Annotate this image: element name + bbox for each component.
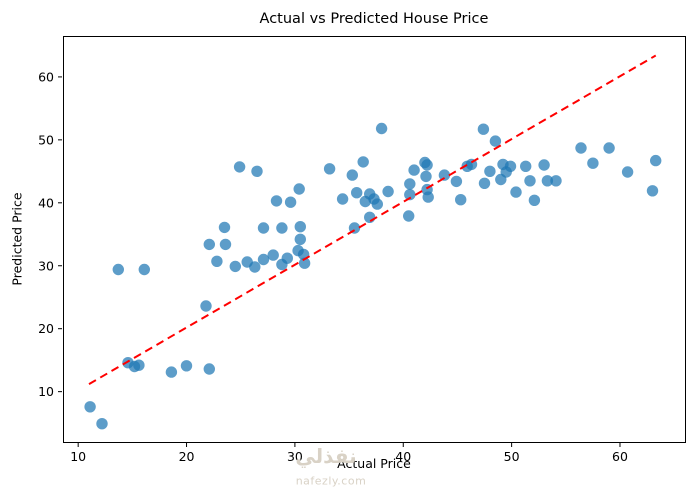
scatter-point	[371, 198, 383, 210]
scatter-point	[251, 165, 263, 177]
scatter-point	[257, 222, 270, 234]
scatter-point	[200, 300, 212, 312]
scatter-point	[478, 177, 491, 189]
x-tick-label: 10	[70, 449, 86, 464]
scatter-point	[364, 211, 376, 223]
scatter-point	[257, 253, 270, 266]
scatter-point	[375, 122, 388, 135]
scatter-point	[575, 142, 587, 154]
x-tick-label: 30	[287, 449, 303, 464]
scatter-point	[267, 249, 279, 261]
scatter-point	[96, 418, 108, 430]
y-tick-label: 50	[38, 132, 54, 147]
y-tick-label: 10	[38, 384, 54, 399]
scatter-point	[203, 238, 215, 251]
scatter-point	[650, 154, 662, 167]
scatter-point	[450, 175, 463, 188]
scatter-point	[112, 263, 125, 276]
scatter-point	[165, 366, 178, 378]
scatter-point	[495, 173, 507, 186]
scatter-point	[646, 185, 659, 197]
scatter-point	[346, 169, 358, 181]
x-axis-label: Actual Price	[337, 456, 411, 471]
scatter-point	[249, 261, 261, 273]
scatter-point	[233, 161, 246, 173]
x-tick-label: 50	[504, 449, 520, 464]
scatter-point	[351, 187, 363, 199]
scatter-point	[510, 186, 522, 198]
scatter-point	[408, 164, 420, 176]
scatter-point	[336, 193, 349, 205]
identity-reference-line	[88, 54, 657, 385]
scatter-point	[484, 165, 496, 177]
scatter-point	[270, 195, 283, 207]
scatter-point	[138, 263, 150, 276]
scatter-point	[587, 157, 599, 169]
scatter-point	[219, 238, 232, 251]
plot-border	[63, 36, 686, 443]
scatter-point	[404, 178, 416, 190]
scatter-point	[298, 257, 311, 269]
scatter-point	[550, 175, 562, 187]
scatter-point	[293, 183, 305, 195]
scatter-point	[520, 160, 532, 172]
scatter-point	[420, 170, 432, 183]
y-tick-label: 30	[38, 258, 54, 273]
scatter-point	[404, 188, 416, 201]
x-tick-label: 20	[179, 449, 195, 464]
scatter-point	[621, 166, 634, 178]
scatter-point	[603, 142, 615, 154]
scatter-point	[218, 221, 231, 234]
scatter-point	[276, 222, 288, 234]
scatter-point	[357, 156, 369, 168]
scatter-point	[84, 401, 96, 413]
scatter-point	[323, 163, 336, 175]
scatter-point	[422, 191, 434, 203]
scatter-point	[528, 194, 541, 206]
scatter-point	[382, 185, 394, 198]
scatter-point	[229, 260, 241, 273]
scatter-point	[538, 159, 550, 171]
scatter-point	[133, 359, 145, 371]
scatter-point	[284, 196, 297, 208]
x-tick-label: 60	[612, 449, 628, 464]
chart-title: Actual vs Predicted House Price	[259, 11, 489, 27]
scatter-point	[294, 221, 306, 233]
y-tick-label: 60	[38, 69, 54, 84]
scatter-point	[455, 194, 467, 206]
scatter-point	[403, 210, 415, 222]
y-axis-label: Predicted Price	[9, 192, 25, 286]
scatter-point	[180, 360, 193, 372]
scatter-point	[541, 175, 554, 187]
scatter-point	[203, 363, 215, 375]
scatter-point	[211, 255, 223, 267]
scatter-point	[524, 175, 536, 187]
scatter-point	[438, 169, 451, 181]
scatter-point	[489, 135, 502, 147]
scatter-point	[421, 159, 433, 171]
scatter-point	[477, 123, 490, 135]
x-tick-label: 40	[395, 449, 411, 464]
y-tick-label: 20	[38, 321, 54, 336]
scatter-point	[281, 252, 293, 264]
scatter-point	[294, 233, 306, 245]
y-tick-label: 40	[38, 195, 54, 210]
